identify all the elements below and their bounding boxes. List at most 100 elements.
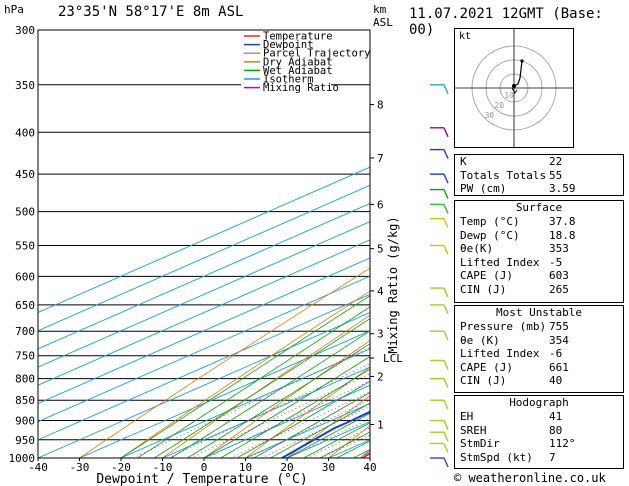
hodograph-ring-label: 20 xyxy=(494,101,504,110)
pressure-unit-label: hPa xyxy=(4,3,24,16)
wind-barb-feather xyxy=(443,420,449,430)
wet-adiabat xyxy=(220,368,370,458)
plot-frame xyxy=(37,29,371,459)
temperature-tick-label: 20 xyxy=(280,461,293,474)
dry-adiabat xyxy=(120,290,370,458)
storm-motion-marker xyxy=(511,87,518,94)
wind-barb-feather xyxy=(443,287,449,298)
stat-row: PW (cm) 3.59 xyxy=(455,182,623,196)
wind-barb-feather xyxy=(443,204,449,214)
isotherm xyxy=(38,257,370,404)
hodograph-end-dot xyxy=(520,59,524,63)
stat-row: StmDir 112° xyxy=(455,437,623,451)
hodograph-stats-box: Hodograph EH 41 SREH 80 StmDir 112° StmSpd (kt… xyxy=(454,395,624,469)
temperature-tick-label: 10 xyxy=(239,461,252,474)
wet-adiabat xyxy=(270,402,370,458)
y-axis-label-right: Mixing Ratio (g/kg) xyxy=(386,216,400,353)
lcl-label: LCL xyxy=(383,352,403,365)
stat-value: -5 xyxy=(549,255,563,269)
isotherm xyxy=(203,384,370,458)
km-tick-label: 1 xyxy=(377,418,384,431)
stat-row: Totals Totals 55 xyxy=(455,169,623,183)
isotherm xyxy=(38,166,370,314)
stat-value: 55 xyxy=(549,168,563,182)
stat-label: CAPE (J) xyxy=(460,269,513,282)
stat-label: CIN (J) xyxy=(460,374,507,387)
stat-label: Pressure (mb) xyxy=(460,320,547,333)
isotherm xyxy=(38,275,370,423)
isotherm xyxy=(38,239,370,386)
temperature-tick-label: -20 xyxy=(111,461,131,474)
mixing-ratio-line xyxy=(287,418,370,458)
pressure-tick-label: 1000 xyxy=(9,452,36,465)
stat-value: 755 xyxy=(549,320,569,333)
stat-value: 41 xyxy=(549,410,563,423)
wind-barb-feather xyxy=(443,127,449,138)
stat-value: 18.8 xyxy=(549,228,576,242)
hodograph-stats-title: Hodograph xyxy=(509,396,569,409)
stat-value: 603 xyxy=(549,269,569,282)
wet-adiabat xyxy=(203,356,370,458)
dry-adiabat xyxy=(203,340,370,458)
stat-row: Dewp (°C) 18.8 xyxy=(455,229,623,243)
stat-value: 3.59 xyxy=(549,182,576,195)
stat-value: 112° xyxy=(549,437,576,450)
wet-adiabat xyxy=(286,412,370,458)
hodograph-origin-dot xyxy=(512,84,516,88)
wet-adiabat xyxy=(187,343,370,458)
hodograph-ring-label: 10 xyxy=(504,91,514,100)
sounding-series xyxy=(281,410,370,458)
wind-barb-feather xyxy=(443,443,449,453)
stat-row: SREH 80 xyxy=(455,424,623,438)
height-unit-label: km xyxy=(373,3,387,16)
isotherm xyxy=(162,366,370,458)
stat-row: Pressure (mb) 755 xyxy=(455,320,623,334)
pressure-tick-label: 800 xyxy=(15,373,35,386)
wet-adiabat xyxy=(137,306,370,458)
temperature-tick-label: 40 xyxy=(363,461,376,474)
legend-entry: Parcel Trajectory xyxy=(263,48,370,60)
stat-label: StmDir xyxy=(460,437,500,450)
stat-label: θe(K) xyxy=(460,242,494,255)
stat-row: θe(K) 353 xyxy=(455,242,623,256)
isotherm xyxy=(38,202,370,350)
dry-adiabat xyxy=(162,314,370,458)
location-label: 23°35'N 58°17'E 8m ASL xyxy=(58,4,244,20)
stat-label: EH xyxy=(460,410,474,423)
km-tick-label: 5 xyxy=(377,243,384,256)
stat-label: PW (cm) xyxy=(460,182,507,195)
temperature-tick-label: -40 xyxy=(28,461,48,474)
pressure-tick-label: 550 xyxy=(15,239,35,252)
stat-label: K xyxy=(460,155,467,168)
isotherm xyxy=(38,221,370,368)
stat-value: 7 xyxy=(549,450,556,464)
wind-barb-feather xyxy=(443,173,449,184)
wet-adiabat xyxy=(236,380,370,458)
wind-barb-feather xyxy=(443,431,449,442)
stat-row: Lifted Index -5 xyxy=(455,256,623,270)
wet-adiabat xyxy=(120,295,370,458)
temperature-tick-label: 0 xyxy=(201,461,208,474)
pressure-tick-label: 850 xyxy=(15,394,35,407)
stat-value: 354 xyxy=(549,333,569,347)
indices-box: K 22 Totals Totals 55 PW (cm) 3.59 xyxy=(454,154,624,196)
isotherm xyxy=(38,312,370,458)
hodograph-unit: kt xyxy=(459,31,471,42)
stat-label: CIN (J) xyxy=(460,282,507,296)
stat-row: Lifted Index -6 xyxy=(455,347,623,361)
wind-barb-feather xyxy=(443,149,449,159)
dry-adiabat xyxy=(79,267,370,458)
stat-label: StmSpd (kt) xyxy=(460,450,533,464)
stat-label: SREH xyxy=(460,423,487,437)
pressure-tick-label: 400 xyxy=(15,126,35,139)
datetime-label: 11.07.2021 12GMT (Base: 00) xyxy=(409,6,603,38)
temperature-tick-label: -30 xyxy=(70,461,90,474)
isotherm xyxy=(79,330,370,458)
pressure-tick-label: 700 xyxy=(15,325,35,338)
pressure-tick-label: 950 xyxy=(15,434,35,447)
height-axis: 1 2 3 4 5 6 7 8 LCL xyxy=(370,99,403,431)
km-tick-label: 6 xyxy=(377,198,384,211)
pressure-tick-label: 500 xyxy=(15,206,35,219)
dry-adiabat xyxy=(286,395,370,458)
